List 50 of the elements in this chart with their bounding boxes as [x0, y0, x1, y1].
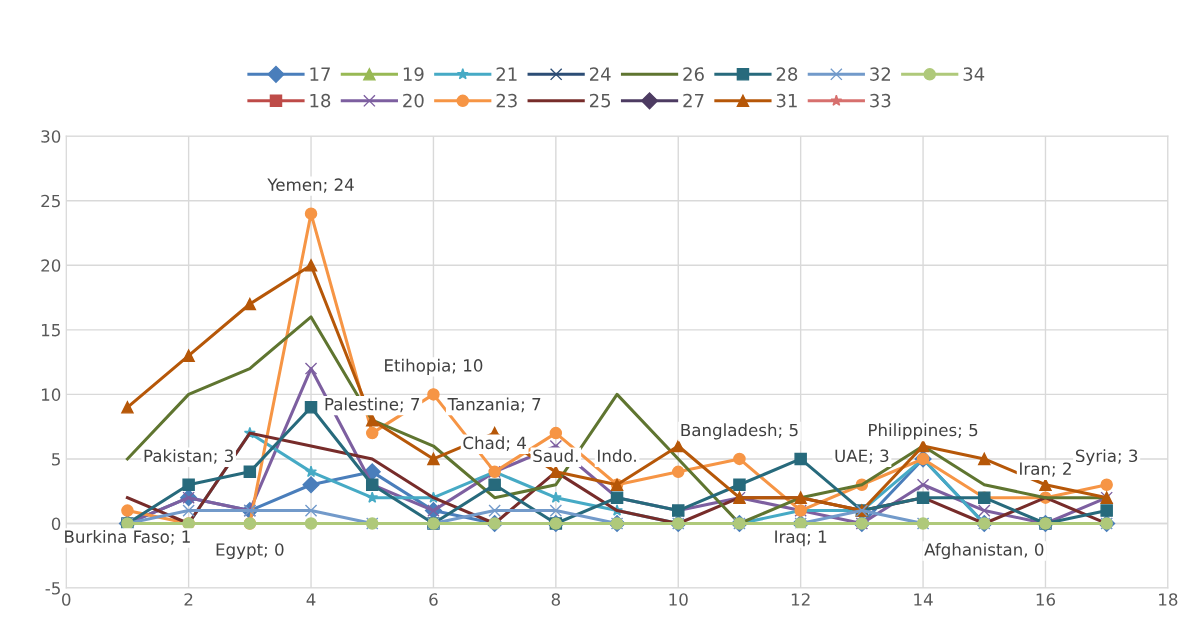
legend-label: 18: [310, 93, 331, 108]
y-tick-label: 25: [41, 194, 60, 208]
annotation: Philippines; 5: [869, 423, 978, 440]
x-tick-label: 0: [62, 593, 71, 606]
y-tick-label: 10: [41, 388, 61, 401]
annotation: UAE; 3: [835, 449, 889, 464]
legend-label: 25: [589, 93, 611, 108]
legend-label: 23: [496, 93, 517, 108]
legend-label: 27: [683, 93, 704, 108]
legend-label: 33: [870, 93, 891, 108]
x-tick-label: 10: [669, 593, 688, 606]
annotation: Saud.: [533, 449, 578, 463]
annotation: Pakistan; 3: [144, 449, 233, 464]
y-tick-label: 30: [41, 130, 61, 143]
x-tick-label: 4: [306, 593, 316, 606]
annotation: Syria; 3: [1075, 449, 1138, 466]
annotation: Afghanistan, 0: [924, 542, 1044, 560]
annotation: Egypt; 0: [216, 543, 284, 560]
legend-label: 32: [870, 67, 890, 81]
x-tick-label: 12: [791, 593, 810, 606]
legend-label: 28: [776, 67, 798, 81]
x-tick-label: 16: [1036, 593, 1056, 606]
legend-label: 24: [589, 67, 611, 81]
annotation: Iran; 2: [1020, 462, 1071, 477]
y-tick-label: -5: [45, 582, 60, 595]
legend-label: 17: [310, 67, 330, 81]
y-tick-label: 20: [41, 259, 61, 272]
x-tick-label: 2: [184, 593, 193, 606]
x-tick-label: 14: [914, 593, 933, 606]
annotation: Burkina Faso; 1: [65, 530, 190, 545]
annotation: Etihopia; 10: [385, 358, 483, 375]
legend-label: 20: [403, 93, 424, 108]
legend-label: 21: [496, 67, 517, 81]
y-tick-label: 0: [51, 517, 61, 531]
legend-label: 19: [403, 67, 424, 81]
x-tick-label: 8: [551, 593, 561, 606]
y-tick-label: 5: [52, 453, 60, 466]
x-tick-label: 18: [1159, 593, 1178, 606]
legend-label: 34: [963, 67, 985, 81]
annotation: Chad; 4: [463, 436, 526, 451]
annotation: Tanzania; 7: [447, 397, 541, 413]
x-tick-label: 6: [429, 593, 438, 606]
annotation: Iraq; 1: [775, 530, 827, 547]
annotation: Bangladesh; 5: [681, 423, 798, 440]
annotation: Indo.: [598, 449, 636, 463]
annotation: Yemen; 24: [267, 178, 354, 193]
annotation: Palestine; 7: [325, 397, 420, 413]
legend-label: 26: [683, 67, 704, 81]
legend-label: 31: [776, 93, 797, 108]
y-tick-label: 15: [41, 324, 60, 337]
